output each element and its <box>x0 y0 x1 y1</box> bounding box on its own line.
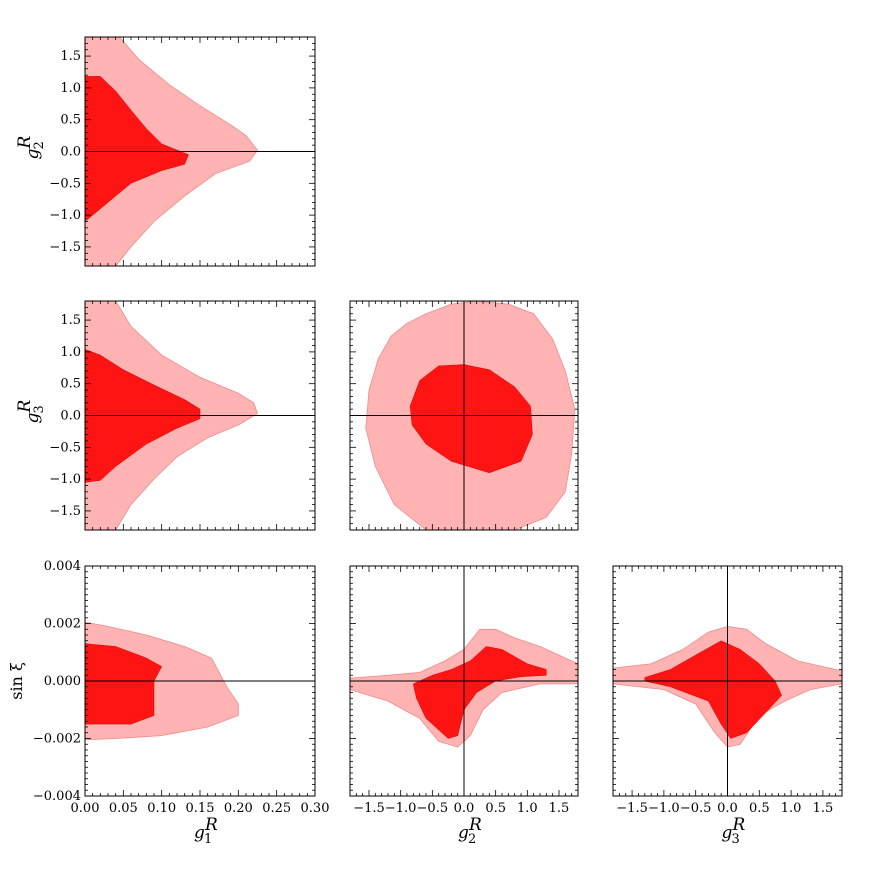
x-axis-title-subscript: 3 <box>732 832 740 847</box>
y-tick-label: −1.0 <box>49 472 81 487</box>
y-tick-label: 0.000 <box>44 674 81 689</box>
y-tick-label: −1.5 <box>49 240 81 255</box>
y-tick-label: 1.0 <box>60 345 81 360</box>
panel-g2-sinxi: −1.5 −1.0 −0.5 0.0 0.5 1.0 1.5 g R2 <box>349 565 579 847</box>
y-tick-label: −0.5 <box>49 440 81 455</box>
y-axis-title-superscript: R <box>15 136 35 150</box>
y-tick-label: −1.0 <box>49 208 81 223</box>
x-tick-label: 0.00 <box>71 801 100 816</box>
x-tick-label: 0.30 <box>301 801 330 816</box>
y-axis-title-superscript: R <box>15 400 35 414</box>
y-tick-label: 0.002 <box>44 617 81 632</box>
x-tick-label: −0.5 <box>680 801 712 816</box>
x-axis-title-superscript: R <box>204 815 218 835</box>
y-tick-label: 0.5 <box>60 377 81 392</box>
y-tick-label: −0.004 <box>33 789 81 804</box>
y-axis-title: sin ξ <box>7 662 26 700</box>
y-axis-title-base: g <box>23 413 43 424</box>
x-tick-label: 0.0 <box>454 801 475 816</box>
region-68-contour <box>644 640 782 739</box>
x-tick-label: −1.0 <box>385 801 417 816</box>
x-tick-label: −0.5 <box>417 801 449 816</box>
y-tick-label: 0.0 <box>60 409 81 424</box>
x-tick-label: 0.10 <box>147 801 176 816</box>
x-tick-label: −1.5 <box>353 801 385 816</box>
x-tick-label: 1.5 <box>549 801 570 816</box>
y-tick-label: 0.004 <box>44 559 81 574</box>
y-axis-title-base: g <box>23 149 43 160</box>
x-axis-title-subscript: 2 <box>468 832 476 847</box>
x-tick-label: 0.05 <box>109 801 138 816</box>
x-tick-label: 1.0 <box>781 801 802 816</box>
x-tick-label: −1.0 <box>648 801 680 816</box>
panel-g2-g3 <box>349 300 579 531</box>
y-tick-label: −1.5 <box>49 504 81 519</box>
region-68-contour <box>413 646 547 739</box>
panel-g3-sinxi: −1.5 −1.0 −0.5 0.0 0.5 1.0 1.5 g R3 <box>612 565 843 847</box>
x-tick-label: 0.15 <box>186 801 215 816</box>
y-axis-title: gR3 <box>15 400 47 424</box>
x-tick-label: 0.5 <box>749 801 770 816</box>
y-tick-label: 1.5 <box>60 313 81 328</box>
y-axis-title-subscript: 2 <box>32 141 47 149</box>
x-axis-title: g <box>194 823 205 843</box>
panel-g1-g3: 1.5 1.0 0.5 0.0 −0.5 −1.0 −1.5 gR3 <box>15 300 316 531</box>
y-axis-title-subscript: 3 <box>32 405 47 413</box>
x-axis-title: g <box>722 823 733 843</box>
y-tick-label: 0.5 <box>60 113 81 128</box>
y-tick-label: 1.5 <box>60 49 81 64</box>
y-axis-title: gR2 <box>15 136 47 160</box>
panel-g1-g2: 1.5 1.0 0.5 0.0 −0.5 −1.0 −1.5 gR2 <box>15 36 316 267</box>
x-axis-title-subscript: 1 <box>204 832 212 847</box>
x-tick-label: 0.5 <box>485 801 506 816</box>
x-axis-title-superscript: R <box>468 815 482 835</box>
x-tick-label: 0.20 <box>224 801 253 816</box>
x-tick-label: 0.0 <box>717 801 738 816</box>
x-axis-title-superscript: R <box>732 815 746 835</box>
x-tick-label: −1.5 <box>616 801 648 816</box>
y-tick-label: 0.0 <box>60 145 81 160</box>
region-68-contour <box>409 364 533 474</box>
x-tick-label: 0.25 <box>262 801 291 816</box>
y-tick-label: 1.0 <box>60 81 81 96</box>
region-68-contour <box>85 76 189 222</box>
x-tick-label: 1.0 <box>517 801 538 816</box>
x-axis-title: g <box>458 823 469 843</box>
y-tick-label: −0.002 <box>33 732 81 747</box>
x-tick-label: 1.5 <box>813 801 834 816</box>
y-tick-label: −0.5 <box>49 176 81 191</box>
region-68-contour <box>85 643 163 725</box>
